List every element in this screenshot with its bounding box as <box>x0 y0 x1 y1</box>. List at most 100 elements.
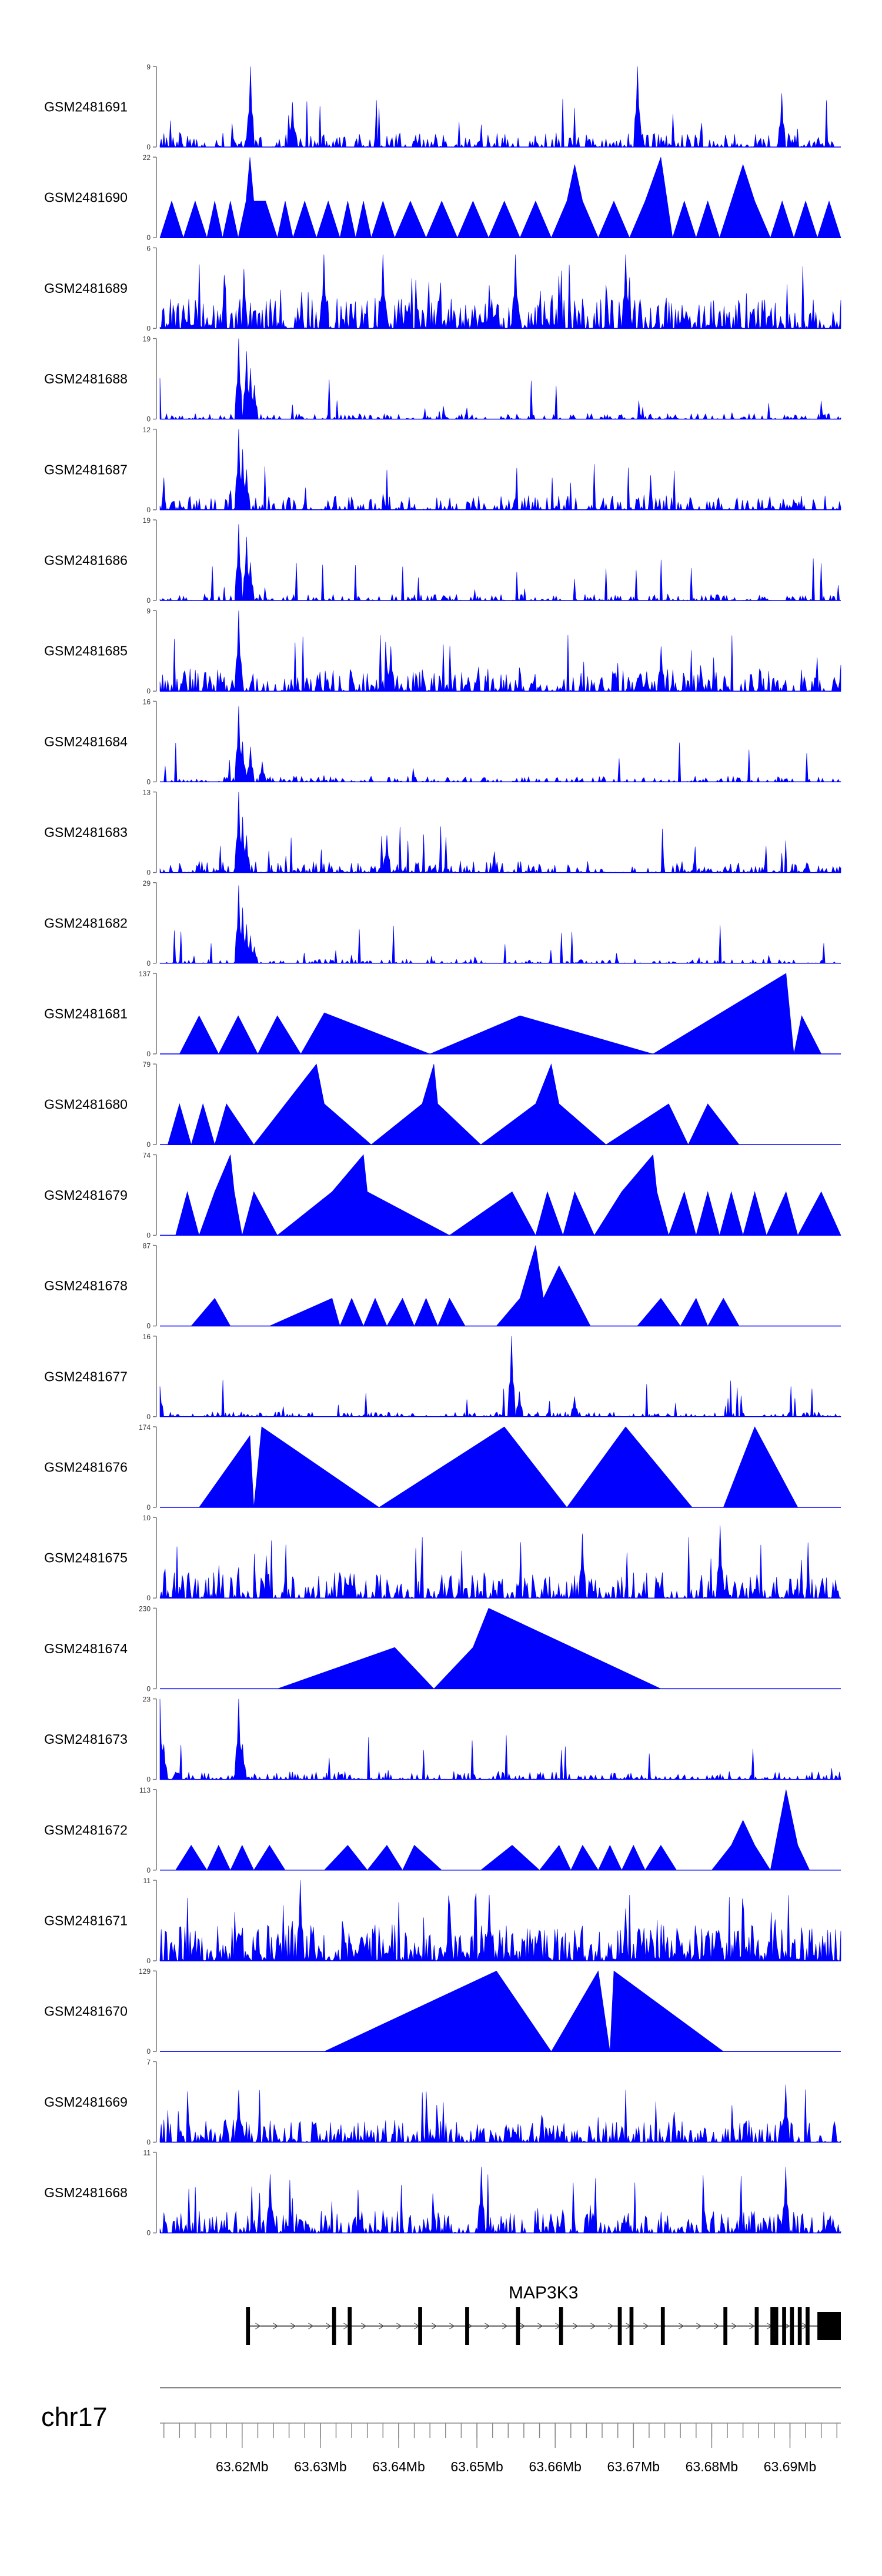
track-GSM2481682: GSM2481682 29 0 <box>44 879 841 967</box>
y-max-label: 16 <box>143 1333 151 1341</box>
y-min-label: 0 <box>146 1594 151 1602</box>
track-GSM2481679: GSM2481679 74 0 <box>44 1151 841 1239</box>
genome-axis: chr17 63.62Mb 63.63Mb 63.64Mb 63.65Mb 63.66M… <box>41 2387 841 2474</box>
track-GSM2481677: GSM2481677 16 0 <box>44 1333 842 1421</box>
track-label: GSM2481688 <box>44 371 128 386</box>
coverage-area <box>179 973 822 1055</box>
axis-tick-label: 63.66Mb <box>529 2459 582 2474</box>
gene-exon <box>797 2307 802 2345</box>
coverage-area <box>159 524 841 602</box>
strand-arrow <box>784 2323 790 2330</box>
track-label: GSM2481683 <box>44 825 128 840</box>
axis-tick-label: 63.68Mb <box>686 2459 739 2474</box>
strand-arrow <box>502 2323 508 2330</box>
gene-exon <box>754 2307 759 2345</box>
y-min-label: 0 <box>146 233 151 242</box>
track-GSM2481686: GSM2481686 19 0 <box>44 516 841 605</box>
gene-exon <box>348 2307 352 2345</box>
gene-exon <box>332 2307 336 2345</box>
track-GSM2481678: GSM2481678 87 0 <box>44 1242 841 1330</box>
gene-exon <box>817 2312 841 2340</box>
strand-arrow <box>485 2323 490 2330</box>
strand-arrow <box>255 2323 261 2330</box>
track-GSM2481690: GSM2481690 22 0 <box>44 154 841 242</box>
coverage-area <box>199 1426 799 1508</box>
y-max-label: 174 <box>139 1423 151 1432</box>
gene-exon <box>559 2307 563 2345</box>
track-label: GSM2481677 <box>44 1369 128 1384</box>
track-label: GSM2481685 <box>44 643 128 659</box>
gene-exon <box>246 2307 250 2345</box>
track-GSM2481680: GSM2481680 79 0 <box>44 1060 841 1149</box>
strand-arrow <box>520 2323 526 2330</box>
coverage-area <box>159 1336 842 1417</box>
track-label: GSM2481675 <box>44 1550 128 1566</box>
y-max-label: 9 <box>146 607 151 615</box>
track-label: GSM2481681 <box>44 1006 128 1022</box>
track-label: GSM2481671 <box>44 1913 128 1928</box>
y-max-label: 137 <box>139 970 151 978</box>
coverage-area <box>159 2167 841 2234</box>
track-label: GSM2481679 <box>44 1187 128 1203</box>
gene-exon <box>790 2307 794 2345</box>
track-label: GSM2481673 <box>44 1731 128 1747</box>
y-max-label: 113 <box>139 1786 151 1794</box>
y-min-label: 0 <box>146 596 151 605</box>
track-label: GSM2481678 <box>44 1278 128 1293</box>
coverage-tracks: GSM248169190GSM2481690220GSM248168960GSM… <box>44 63 842 2237</box>
strand-arrow <box>308 2323 314 2330</box>
gene-exon <box>723 2307 727 2345</box>
strand-arrow <box>290 2323 296 2330</box>
gene-exon <box>465 2307 469 2345</box>
strand-arrow <box>537 2323 543 2330</box>
y-max-label: 9 <box>146 63 151 71</box>
track-GSM2481669: GSM2481669 7 0 <box>44 2058 841 2146</box>
axis-tick-label: 63.65Mb <box>450 2459 503 2474</box>
y-min-label: 0 <box>146 143 151 151</box>
y-max-label: 19 <box>143 516 151 525</box>
coverage-area <box>159 66 841 148</box>
coverage-area <box>324 1970 724 2052</box>
y-min-label: 0 <box>146 869 151 877</box>
y-min-label: 0 <box>146 1413 151 1421</box>
y-max-label: 6 <box>146 244 151 252</box>
gene-name-label: MAP3K3 <box>509 2283 578 2303</box>
y-max-label: 29 <box>143 879 151 887</box>
y-min-label: 0 <box>146 959 151 967</box>
coverage-area <box>159 1525 841 1599</box>
coverage-area <box>159 885 841 964</box>
y-min-label: 0 <box>146 2229 151 2237</box>
track-label: GSM2481674 <box>44 1641 128 1656</box>
coverage-area <box>159 254 841 329</box>
gene-track: MAP3K3 <box>246 2283 841 2345</box>
gene-exon <box>782 2307 786 2345</box>
track-label: GSM2481668 <box>44 2185 128 2200</box>
coverage-area <box>159 157 841 239</box>
track-label: GSM2481669 <box>44 2094 128 2110</box>
y-min-label: 0 <box>146 2047 151 2056</box>
track-label: GSM2481682 <box>44 915 128 930</box>
coverage-area <box>159 338 841 420</box>
axis-tick-label: 63.67Mb <box>607 2459 660 2474</box>
strand-arrow <box>590 2323 596 2330</box>
track-GSM2481675: GSM2481675 10 0 <box>44 1514 841 1602</box>
y-max-label: 129 <box>139 1967 151 1976</box>
y-min-label: 0 <box>146 2138 151 2146</box>
track-GSM2481676: GSM2481676 174 0 <box>44 1423 841 1511</box>
y-min-label: 0 <box>146 1050 151 1058</box>
y-max-label: 16 <box>143 698 151 706</box>
y-max-label: 7 <box>146 2058 151 2066</box>
track-label: GSM2481670 <box>44 2004 128 2019</box>
y-min-label: 0 <box>146 1140 151 1149</box>
axis-tick-label: 63.64Mb <box>372 2459 425 2474</box>
track-GSM2481673: GSM2481673 23 0 <box>44 1696 841 1784</box>
strand-arrow <box>396 2323 402 2330</box>
track-GSM2481689: GSM2481689 6 0 <box>44 244 841 332</box>
strand-arrow <box>326 2323 332 2330</box>
track-GSM2481687: GSM2481687 12 0 <box>44 426 841 514</box>
gene-exon <box>629 2307 634 2345</box>
y-min-label: 0 <box>146 1231 151 1239</box>
track-label: GSM2481690 <box>44 190 128 205</box>
